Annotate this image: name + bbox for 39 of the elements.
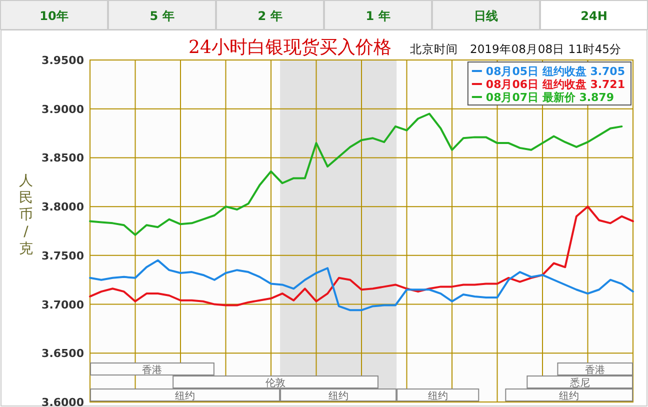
- y-tick-label: 3.7000: [42, 298, 84, 312]
- y-axis-title: 人民币/克: [19, 173, 33, 257]
- legend-label: 08月05日 纽约收盘 3.705: [486, 65, 625, 78]
- legend-label: 08月07日 最新价 3.879: [486, 91, 614, 104]
- annotation: 纽约: [328, 390, 348, 402]
- session: 香港: [90, 362, 214, 376]
- y-tick-label: 3.6500: [42, 347, 84, 360]
- y-tick-label: 3.6000: [42, 396, 84, 407]
- annotation: 香港: [585, 364, 606, 376]
- y-tick-label: 3.8000: [42, 200, 84, 214]
- tab: 日线: [432, 0, 540, 30]
- annotation: 纽约: [428, 390, 448, 402]
- tab: 10年: [0, 0, 108, 30]
- chart-title: 24小时白银现货买入价格: [188, 37, 392, 58]
- annotation: 悉尼: [568, 377, 590, 389]
- session: 悉尼: [526, 376, 633, 389]
- y-tick-label: 3.7500: [42, 249, 84, 262]
- annotation: 香港: [142, 364, 162, 376]
- session: 纽约: [505, 388, 633, 402]
- line-series: [89, 112, 623, 236]
- legend-label: 08月06日 纽约收盘 3.721: [486, 78, 625, 91]
- tab: 24H: [540, 0, 648, 30]
- session: 伦敦: [172, 376, 378, 389]
- line-series: [89, 259, 634, 312]
- tab: 1 年: [324, 0, 432, 30]
- tab: 2 年: [216, 0, 324, 30]
- y-tick-label: 3.8500: [42, 152, 84, 165]
- y-tick-label: 3.9000: [42, 102, 84, 116]
- annotation: 伦敦: [266, 377, 286, 389]
- session: 香港: [557, 362, 633, 376]
- annotation: 纽约: [175, 390, 196, 402]
- line-series: [89, 206, 634, 306]
- session: 纽约: [90, 388, 280, 402]
- chart-subtitle: 北京时间 2019年08月08日 11时45分: [410, 42, 622, 56]
- y-tick-label: 3.9500: [42, 54, 84, 67]
- tab: 5 年: [108, 0, 216, 30]
- annotation: 纽约: [559, 390, 580, 402]
- session: 纽约: [396, 388, 480, 402]
- session: 纽约: [280, 388, 397, 402]
